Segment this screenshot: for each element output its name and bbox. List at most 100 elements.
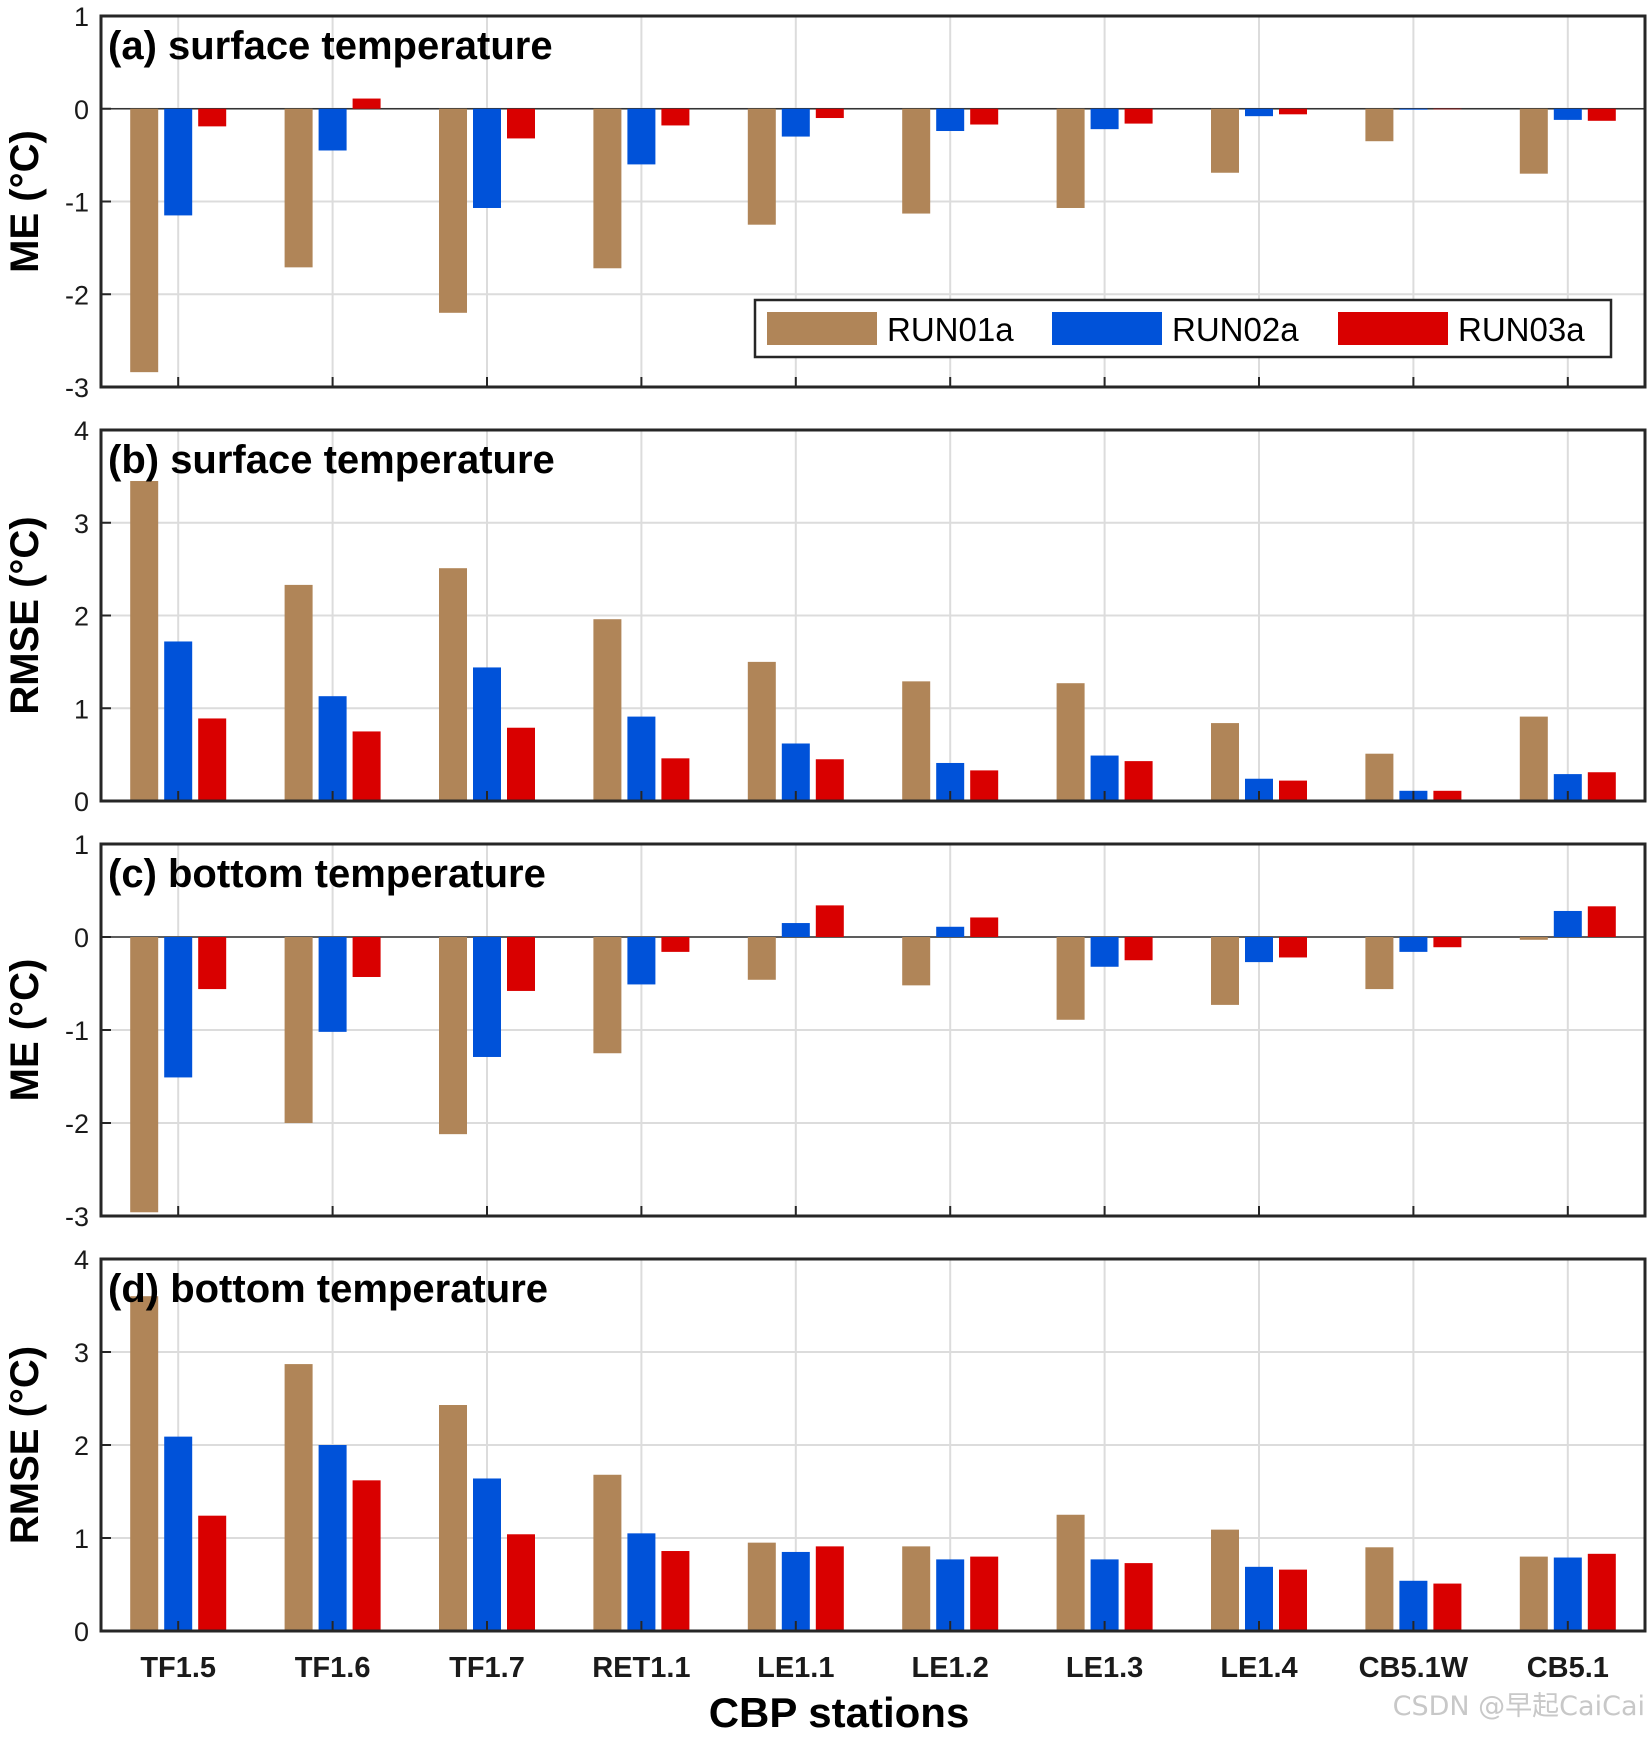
- legend-label-run01a: RUN01a: [887, 311, 1014, 348]
- x-tick-label: TF1.7: [449, 1652, 525, 1684]
- bar-run03a-cb5-1w: [1433, 108, 1462, 110]
- y-tick-label: 1: [74, 1524, 89, 1554]
- bar-run03a-cb5-1w: [1433, 937, 1462, 948]
- bar-run03a-tf1-7: [507, 108, 535, 139]
- x-tick-label: RET1.1: [592, 1652, 690, 1684]
- bar-run01a-cb5-1: [1519, 716, 1548, 801]
- y-tick-label: 3: [74, 509, 89, 539]
- bar-run03a-tf1-5: [198, 937, 227, 990]
- bar-run03a-le1-1: [815, 759, 844, 801]
- y-tick-label: 4: [74, 1245, 89, 1275]
- x-tick-label: LE1.1: [757, 1652, 834, 1684]
- bar-run03a-le1-3: [1124, 108, 1153, 124]
- bar-run01a-le1-3: [1056, 683, 1085, 801]
- bar-run01a-tf1-7: [439, 937, 467, 1135]
- bar-run02a-tf1-5: [164, 1436, 193, 1631]
- bar-run01a-cb5-1w: [1365, 1547, 1394, 1631]
- bar-run02a-tf1-7: [473, 937, 501, 1057]
- bar-run02a-ret1-1: [627, 716, 656, 801]
- bar-run01a-ret1-1: [593, 108, 622, 269]
- bar-run01a-tf1-6: [284, 1364, 313, 1631]
- bar-run03a-tf1-6: [352, 98, 381, 109]
- y-tick-label: 2: [74, 1431, 89, 1461]
- y-tick-label: 1: [74, 830, 89, 860]
- bar-run01a-le1-3: [1056, 1514, 1085, 1631]
- y-axis-label: ME (°C): [3, 130, 47, 273]
- bar-run01a-le1-1: [747, 1542, 776, 1631]
- bar-run02a-tf1-7: [473, 667, 501, 801]
- bar-run03a-tf1-5: [198, 718, 227, 801]
- bar-run02a-tf1-6: [318, 1445, 347, 1631]
- bar-run03a-ret1-1: [661, 758, 690, 801]
- y-tick-label: 0: [74, 923, 89, 953]
- bar-run01a-le1-2: [902, 108, 931, 214]
- x-tick-label: LE1.3: [1066, 1652, 1143, 1684]
- y-tick-label: 2: [74, 602, 89, 632]
- x-tick-label: TF1.5: [140, 1652, 216, 1684]
- bar-run02a-tf1-6: [318, 696, 347, 801]
- x-axis-label: CBP stations: [709, 1689, 970, 1733]
- bar-run01a-le1-3: [1056, 937, 1085, 1020]
- bar-run01a-tf1-5: [130, 481, 159, 801]
- bar-run01a-le1-4: [1211, 108, 1239, 173]
- bar-run01a-le1-1: [747, 108, 776, 225]
- bar-run02a-le1-4: [1245, 108, 1273, 117]
- y-tick-label: 0: [74, 95, 89, 125]
- bar-run03a-le1-3: [1124, 761, 1153, 801]
- bar-run01a-le1-3: [1056, 108, 1085, 208]
- bar-run02a-ret1-1: [627, 1533, 656, 1631]
- bar-run01a-le1-2: [902, 937, 931, 986]
- bar-run03a-tf1-5: [198, 1515, 227, 1631]
- x-tick-label: LE1.4: [1220, 1652, 1297, 1684]
- legend-swatch-run03a: [1338, 312, 1448, 345]
- bar-run03a-le1-2: [970, 108, 999, 125]
- bar-run01a-le1-1: [747, 661, 776, 801]
- bar-run02a-le1-3: [1090, 1559, 1119, 1631]
- bar-run01a-ret1-1: [593, 937, 622, 1054]
- bar-run02a-tf1-7: [473, 1478, 501, 1631]
- bar-run02a-le1-2: [936, 108, 965, 132]
- bar-run02a-tf1-6: [318, 108, 347, 151]
- legend-label-run03a: RUN03a: [1458, 311, 1585, 348]
- bar-run02a-le1-1: [781, 923, 810, 937]
- y-tick-label: 3: [74, 1338, 89, 1368]
- y-tick-label: 1: [74, 2, 89, 32]
- watermark-text: CSDN @早起CaiCai: [1393, 1691, 1645, 1722]
- x-tick-label: LE1.2: [912, 1652, 989, 1684]
- bar-run03a-le1-4: [1279, 1569, 1307, 1631]
- legend-box: [753, 298, 1613, 359]
- bar-run02a-tf1-5: [164, 937, 193, 1078]
- y-tick-label: -2: [65, 1109, 89, 1139]
- y-axis-label: RMSE (°C): [3, 1346, 47, 1544]
- bar-run03a-le1-2: [970, 770, 999, 801]
- bar-run03a-cb5-1w: [1433, 1583, 1462, 1631]
- bar-run01a-tf1-5: [130, 937, 159, 1213]
- bar-run02a-cb5-1: [1553, 108, 1582, 120]
- bar-run02a-le1-2: [936, 1559, 965, 1631]
- bar-run03a-tf1-6: [352, 1480, 381, 1631]
- bar-run02a-cb5-1: [1553, 910, 1582, 937]
- bar-run01a-tf1-6: [284, 937, 313, 1123]
- bar-run01a-tf1-7: [439, 1405, 467, 1631]
- bar-run03a-tf1-7: [507, 727, 535, 801]
- bar-run01a-cb5-1: [1519, 108, 1548, 174]
- y-axis-label: ME (°C): [3, 959, 47, 1102]
- bar-run01a-le1-4: [1211, 723, 1239, 801]
- bar-run01a-cb5-1w: [1365, 937, 1394, 990]
- bar-run03a-le1-4: [1279, 780, 1307, 801]
- bar-run02a-le1-1: [781, 108, 810, 137]
- bar-run03a-le1-2: [970, 1556, 999, 1631]
- bar-run03a-le1-4: [1279, 937, 1307, 958]
- bar-run01a-tf1-6: [284, 584, 313, 801]
- bar-run02a-ret1-1: [627, 937, 656, 985]
- bar-run01a-tf1-6: [284, 108, 313, 268]
- bar-run01a-le1-2: [902, 1546, 931, 1631]
- bar-run03a-le1-2: [970, 917, 999, 937]
- y-tick-label: -1: [65, 188, 89, 218]
- y-axis-label: RMSE (°C): [3, 516, 47, 714]
- bar-run03a-le1-4: [1279, 108, 1307, 115]
- bar-run01a-tf1-7: [439, 568, 467, 801]
- bar-run01a-le1-4: [1211, 1529, 1239, 1631]
- bar-run01a-le1-2: [902, 681, 931, 801]
